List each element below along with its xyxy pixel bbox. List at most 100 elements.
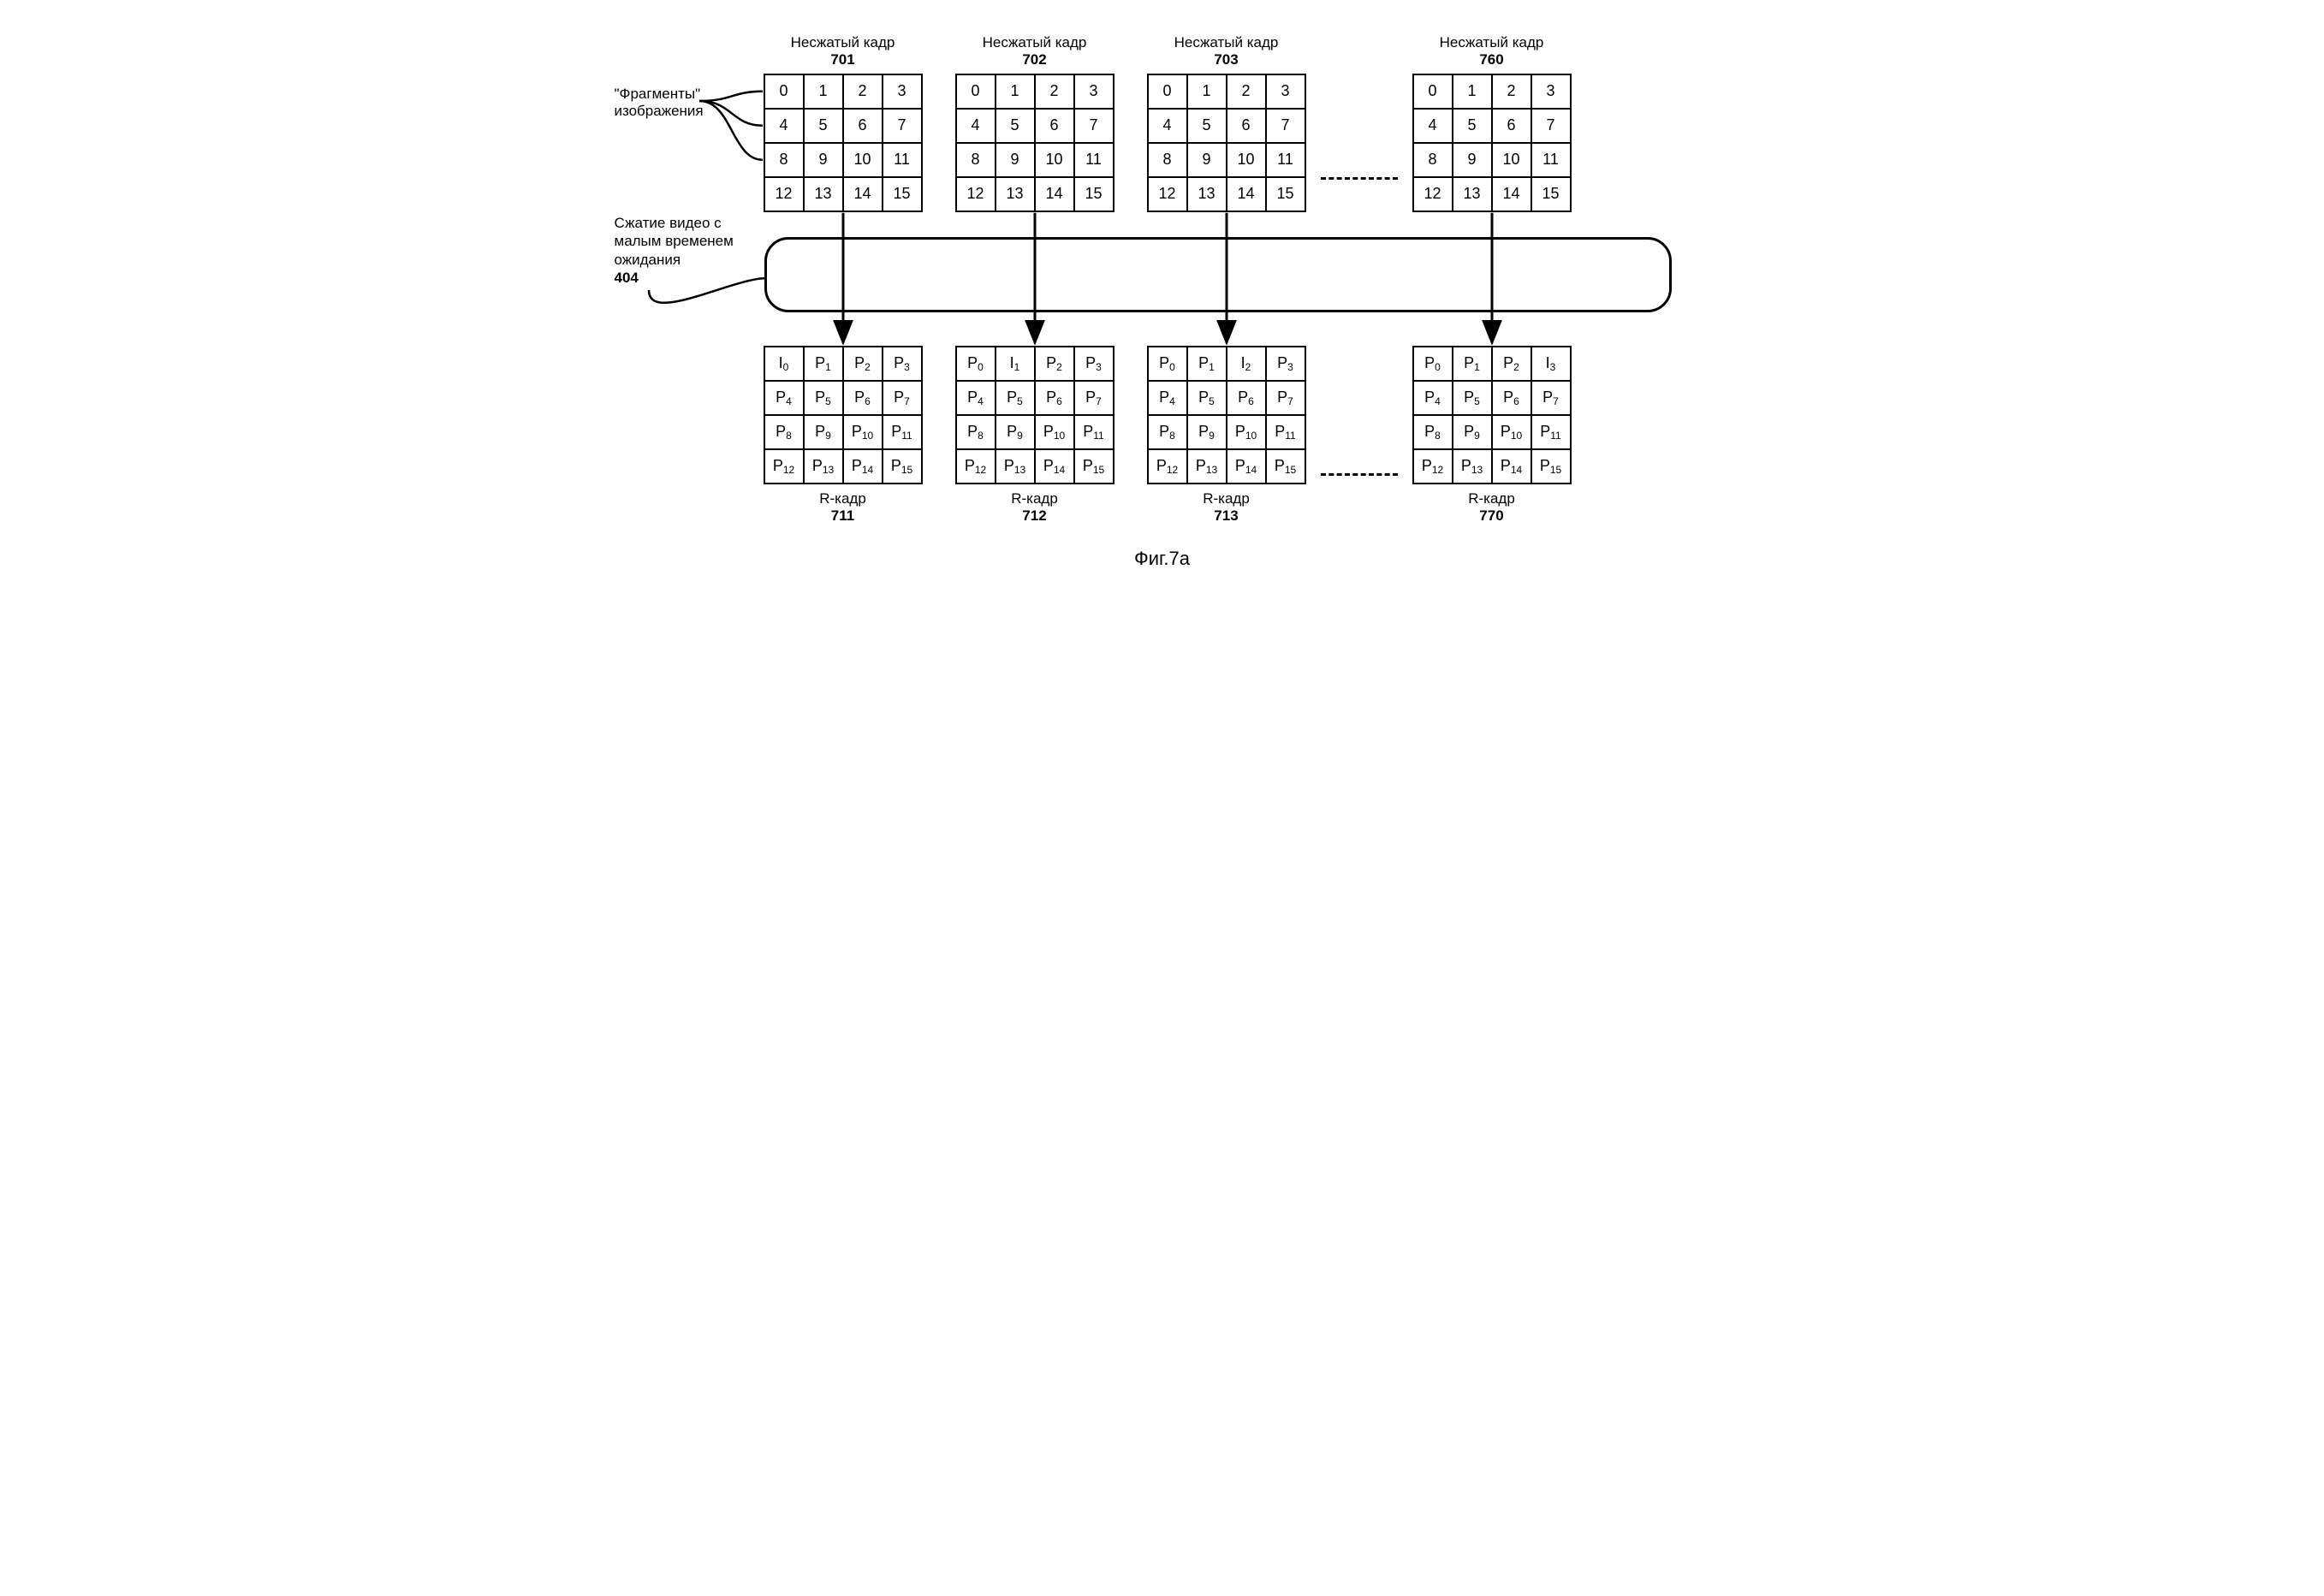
grid-cell: 15 xyxy=(1073,176,1114,212)
grid-cell: P0 xyxy=(1412,346,1453,382)
grid-cell: 15 xyxy=(1531,176,1572,212)
grid-cell: 12 xyxy=(1412,176,1453,212)
grid-cell: 11 xyxy=(1531,142,1572,178)
grid-cell: 0 xyxy=(1147,74,1188,110)
frame-title-text: R-кадр xyxy=(1203,490,1250,507)
grid-cell: P15 xyxy=(882,448,923,484)
grid-cell: 6 xyxy=(842,108,883,144)
grid-cell: P7 xyxy=(1531,380,1572,416)
r-frames-row: I0P1P2P3P4P5P6P7P8P9P10P11P12P13P14P15 R… xyxy=(764,347,1710,531)
grid-cell: 1 xyxy=(1186,74,1227,110)
figure-7a: "Фрагменты" изображения Сжатие видео с м… xyxy=(615,34,1710,570)
grid-cell: 7 xyxy=(1265,108,1306,144)
frame-num: 712 xyxy=(1022,507,1046,524)
grid-cell: 11 xyxy=(1073,142,1114,178)
grid-cell: 2 xyxy=(1226,74,1267,110)
grid-701: 0123456789101112131415 xyxy=(764,74,922,211)
grid-cell: P11 xyxy=(1531,414,1572,450)
frame-title-text: Несжатый кадр xyxy=(983,34,1087,50)
frame-title: R-кадр 713 xyxy=(1203,490,1250,525)
ellipsis-top xyxy=(1321,177,1398,180)
grid-cell: P10 xyxy=(1491,414,1532,450)
grid-703: 0123456789101112131415 xyxy=(1148,74,1305,211)
grid-cell: P3 xyxy=(882,346,923,382)
grid-cell: P12 xyxy=(1147,448,1188,484)
frame-702: Несжатый кадр 702 0123456789101112131415 xyxy=(956,34,1114,211)
grid-cell: P5 xyxy=(995,380,1036,416)
frame-713: P0P1I2P3P4P5P6P7P8P9P10P11P12P13P14P15 R… xyxy=(1148,347,1305,531)
grid-cell: 13 xyxy=(1452,176,1493,212)
frame-701: Несжатый кадр 701 0123456789101112131415 xyxy=(764,34,922,211)
grid-cell: 11 xyxy=(1265,142,1306,178)
grid-cell: P10 xyxy=(842,414,883,450)
grid-cell: 8 xyxy=(1147,142,1188,178)
grid-cell: P6 xyxy=(842,380,883,416)
frame-title-text: R-кадр xyxy=(819,490,866,507)
grid-cell: P4 xyxy=(1147,380,1188,416)
grid-cell: P12 xyxy=(955,448,996,484)
grid-cell: 6 xyxy=(1034,108,1075,144)
grid-cell: P13 xyxy=(1452,448,1493,484)
grid-cell: 13 xyxy=(995,176,1036,212)
grid-cell: P7 xyxy=(1073,380,1114,416)
compression-label-line2: малым временем xyxy=(615,233,734,249)
frame-title: Несжатый кадр 701 xyxy=(791,34,895,69)
frame-title-text: Несжатый кадр xyxy=(1174,34,1279,50)
grid-cell: 4 xyxy=(1147,108,1188,144)
grid-cell: 3 xyxy=(1531,74,1572,110)
grid-cell: P13 xyxy=(995,448,1036,484)
grid-cell: P8 xyxy=(1412,414,1453,450)
grid-cell: 14 xyxy=(1226,176,1267,212)
grid-cell: P2 xyxy=(842,346,883,382)
grid-760: 0123456789101112131415 xyxy=(1413,74,1571,211)
frame-num: 702 xyxy=(1022,51,1046,68)
grid-cell: P13 xyxy=(803,448,844,484)
grid-cell: 9 xyxy=(1186,142,1227,178)
grid-cell: P15 xyxy=(1265,448,1306,484)
grid-cell: P10 xyxy=(1226,414,1267,450)
frame-title-text: Несжатый кадр xyxy=(791,34,895,50)
compression-label-num: 404 xyxy=(615,270,639,286)
grid-cell: P7 xyxy=(1265,380,1306,416)
grid-cell: P5 xyxy=(1186,380,1227,416)
frame-760: Несжатый кадр 760 0123456789101112131415 xyxy=(1413,34,1571,211)
frame-title-text: R-кадр xyxy=(1468,490,1515,507)
grid-cell: 8 xyxy=(955,142,996,178)
compression-label: Сжатие видео с малым временем ожидания 4… xyxy=(615,214,734,287)
grid-cell: 12 xyxy=(1147,176,1188,212)
grid-cell: 3 xyxy=(1073,74,1114,110)
frame-num: 770 xyxy=(1479,507,1503,524)
grid-cell: P3 xyxy=(1265,346,1306,382)
grid-cell: P12 xyxy=(764,448,805,484)
grid-cell: 5 xyxy=(1452,108,1493,144)
grid-cell: P6 xyxy=(1491,380,1532,416)
grid-cell: 8 xyxy=(764,142,805,178)
grid-cell: P8 xyxy=(1147,414,1188,450)
grid-cell: 7 xyxy=(1073,108,1114,144)
grid-cell: P4 xyxy=(955,380,996,416)
grid-cell: P13 xyxy=(1186,448,1227,484)
grid-cell: 9 xyxy=(803,142,844,178)
grid-cell: P4 xyxy=(1412,380,1453,416)
fragments-label: "Фрагменты" изображения xyxy=(615,86,704,121)
frame-770: P0P1P2I3P4P5P6P7P8P9P10P11P12P13P14P15 R… xyxy=(1413,347,1571,531)
grid-cell: 14 xyxy=(1034,176,1075,212)
grid-cell: 2 xyxy=(1034,74,1075,110)
frame-num: 711 xyxy=(831,507,854,524)
grid-cell: 10 xyxy=(1226,142,1267,178)
grid-cell: 8 xyxy=(1412,142,1453,178)
grid-cell: 10 xyxy=(1491,142,1532,178)
grid-cell: P8 xyxy=(764,414,805,450)
grid-cell: P14 xyxy=(1034,448,1075,484)
grid-cell: 9 xyxy=(1452,142,1493,178)
compressor-box xyxy=(764,237,1672,312)
grid-cell: 4 xyxy=(764,108,805,144)
grid-cell: 14 xyxy=(1491,176,1532,212)
grid-cell: 0 xyxy=(764,74,805,110)
grid-cell: 15 xyxy=(1265,176,1306,212)
grid-cell: I1 xyxy=(995,346,1036,382)
grid-cell: P8 xyxy=(955,414,996,450)
grid-cell: P0 xyxy=(955,346,996,382)
frame-num: 713 xyxy=(1214,507,1238,524)
grid-cell: P9 xyxy=(803,414,844,450)
